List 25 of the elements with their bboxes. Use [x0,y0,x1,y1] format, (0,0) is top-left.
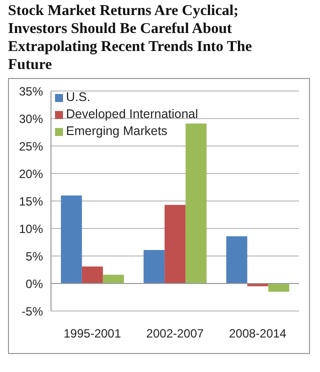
bar [144,250,165,284]
legend-label: Emerging Markets [66,123,168,140]
y-tick-label: 30% [18,112,44,126]
bar [247,284,268,286]
y-tick-label: 25% [18,139,44,154]
bar [102,274,124,284]
y-tick-label: 10% [18,222,44,236]
y-tick-label: -5% [22,304,44,318]
bar [60,196,82,284]
bar [164,204,186,284]
chart-title: Stock Market Returns Are Cyclical; Investors Should Be Careful About Extrapolating Recent Trends Into The Future [8,2,253,74]
legend-label: Developed International [66,106,198,123]
legend-label: U.S. [66,89,90,106]
y-tick-label: 20% [18,166,44,181]
y-tick-label: 35% [18,84,44,98]
y-tick-label: 5% [26,249,44,264]
bar [186,123,207,284]
x-tick-label: 1995-2001 [64,326,122,341]
y-tick-label: 15% [18,194,44,208]
bar [82,266,103,284]
x-tick-label: 2002-2007 [146,326,204,341]
bar [268,284,290,292]
x-tick-label: 2008-2014 [228,326,287,341]
y-tick-label: 0% [26,276,44,291]
bar [226,236,248,284]
